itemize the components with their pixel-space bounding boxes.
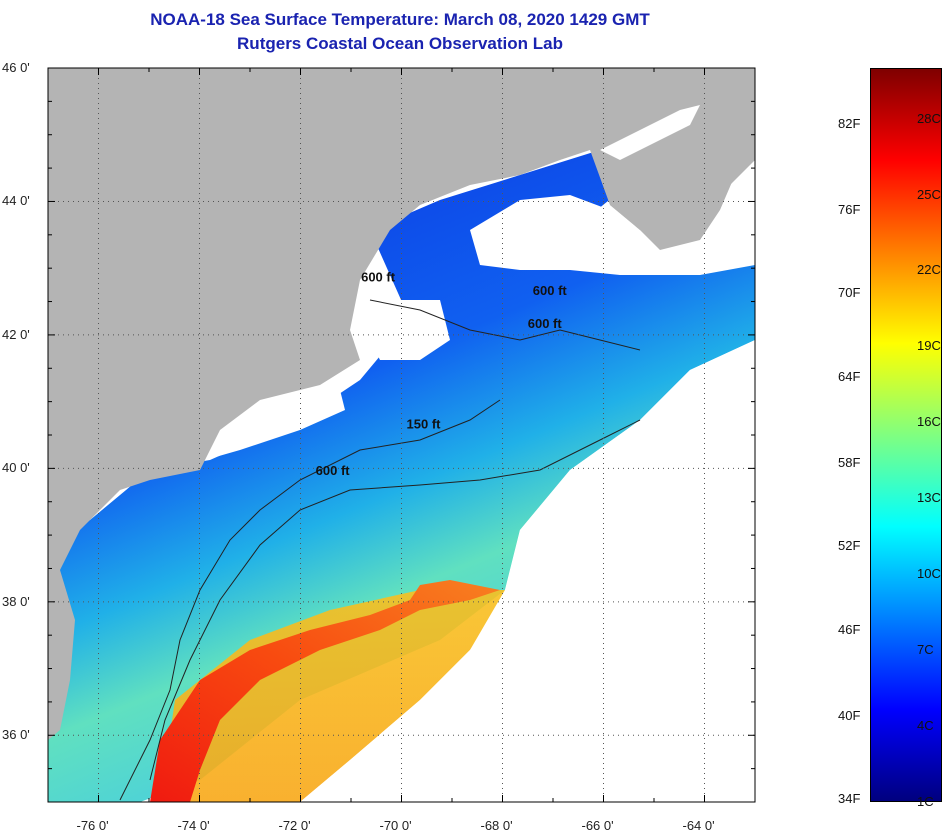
lon-tick-label: -74 0' [177, 818, 210, 833]
colorbar-celsius-label: 22C [917, 262, 941, 278]
lon-tick-label: -70 0' [379, 818, 412, 833]
colorbar-fahrenheit-label: 70F [838, 285, 861, 301]
colorbar-celsius-label: 19C [917, 338, 941, 354]
depth-contour-150ft [119, 399, 501, 801]
colorbar-fahrenheit-label: 64F [838, 368, 861, 384]
colorbar-celsius-label: 28C [917, 110, 941, 126]
depth-contour-label: 600 ft [316, 463, 351, 478]
depth-contour-label: 600 ft [361, 270, 396, 285]
axis-ticks [47, 67, 756, 803]
cloud-gulf-of-maine [470, 195, 640, 275]
colorbar-celsius-label: 1C [917, 794, 934, 809]
depth-contour-label: 150 ft [407, 416, 442, 431]
cloud-long-island [205, 390, 345, 460]
lat-tick-label: 42 0' [2, 326, 30, 342]
colorbar-fahrenheit-label: 34F [838, 791, 861, 807]
depth-contour-label: 600 ft [528, 316, 563, 331]
colorbar-celsius-label: 16C [917, 414, 941, 430]
lon-tick-label: -76 0' [76, 818, 109, 833]
colorbar-fahrenheit-label: 82F [838, 115, 861, 131]
colorbar-celsius-label: 4C [917, 718, 934, 734]
depth-contour-600ft [149, 419, 641, 781]
colorbar-fahrenheit-label: 46F [838, 621, 861, 637]
map-title: NOAA-18 Sea Surface Temperature: March 0… [150, 10, 650, 29]
colorbar-fahrenheit-label: 52F [838, 538, 861, 554]
lon-tick-label: -68 0' [480, 818, 513, 833]
cloud-east-offshore [300, 340, 755, 802]
lon-tick-label: -72 0' [278, 818, 311, 833]
lat-tick-label: 38 0' [2, 593, 30, 609]
cloud-cape-cod [360, 300, 450, 360]
map-subtitle: Rutgers Coastal Ocean Observation Lab [237, 34, 563, 53]
lat-tick-label: 40 0' [2, 460, 30, 476]
colorbar-celsius-label: 7C [917, 642, 934, 658]
colorbar-fahrenheit-label: 58F [838, 454, 861, 470]
lat-tick-label: 46 0' [2, 60, 30, 75]
land-nova-scotia [610, 130, 755, 240]
land-north-america [48, 68, 755, 740]
lat-tick-label: 36 0' [2, 727, 30, 743]
lat-tick-label: 44 0' [2, 193, 30, 209]
depth-contour-labels: 600 ft 600 ft 600 ft 150 ft 600 ft [316, 270, 568, 479]
lon-tick-label: -66 0' [581, 818, 614, 833]
color-scale-bar [870, 68, 942, 802]
colorbar-celsius-label: 13C [917, 490, 941, 506]
depth-contour-gom [369, 299, 641, 351]
colorbar-fahrenheit-label: 76F [838, 201, 861, 217]
colorbar-celsius-label: 10C [917, 566, 941, 582]
colorbar-fahrenheit-label: 40F [838, 707, 861, 723]
ocean-sst-field [48, 150, 755, 802]
lon-tick-label: -64 0' [682, 818, 715, 833]
warm-offshore-water [160, 590, 505, 802]
colorbar-celsius-label: 25C [917, 186, 941, 202]
cloud-bay-of-fundy [600, 105, 700, 160]
depth-contour-label: 600 ft [533, 283, 568, 298]
gulf-stream [150, 580, 500, 802]
